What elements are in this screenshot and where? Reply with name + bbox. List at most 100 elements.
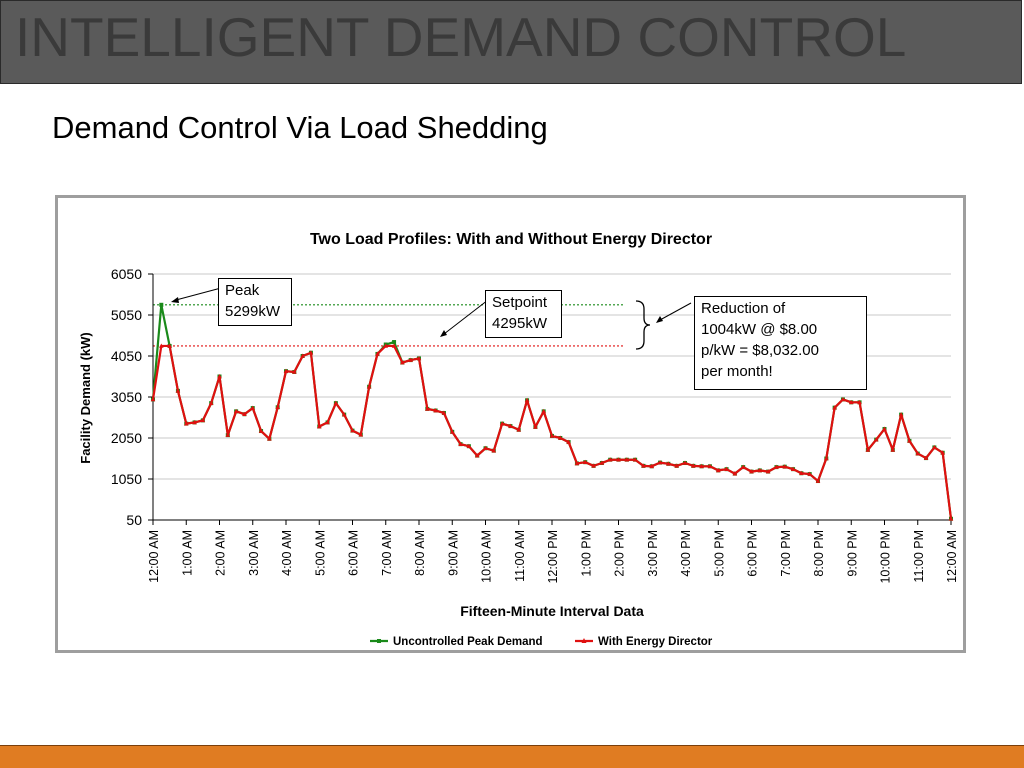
- y-tick-label: 50: [126, 512, 142, 528]
- data-point: [325, 419, 330, 425]
- data-point: [715, 467, 721, 473]
- y-axis-label: Facility Demand (kW): [78, 332, 93, 463]
- data-point: [183, 421, 189, 426]
- x-tick-label: 11:00 PM: [912, 530, 926, 583]
- data-point: [799, 470, 804, 476]
- chart-legend: Uncontrolled Peak Demand With Energy Dire…: [370, 636, 713, 648]
- data-point: [582, 459, 588, 464]
- data-point: [890, 447, 896, 452]
- data-point: [159, 302, 164, 307]
- x-tick-label: 5:00 PM: [712, 530, 726, 577]
- data-point: [366, 384, 372, 389]
- data-point: [948, 516, 954, 521]
- data-point: [350, 428, 355, 433]
- x-axis-label: Fifteen-Minute Interval Data: [460, 603, 644, 619]
- data-point: [882, 426, 887, 431]
- reduction-annotation-line: per month!: [701, 363, 773, 380]
- data-point: [392, 340, 397, 345]
- y-tick-label: 3050: [111, 389, 142, 405]
- data-point: [433, 408, 438, 413]
- data-point: [898, 412, 904, 417]
- data-point: [932, 444, 937, 450]
- data-point: [599, 460, 605, 465]
- slide-title: INTELLIGENT DEMAND CONTROL: [15, 6, 907, 68]
- data-point: [691, 463, 696, 468]
- data-point: [832, 405, 837, 410]
- data-point: [375, 351, 380, 356]
- data-point: [782, 464, 788, 469]
- x-tick-label: 5:00 AM: [313, 530, 327, 576]
- x-tick-label: 10:00 PM: [879, 530, 893, 584]
- y-tick-label: 5050: [111, 307, 142, 323]
- data-point: [824, 456, 829, 461]
- x-tick-label: 12:00 AM: [945, 530, 959, 583]
- data-point: [524, 397, 530, 403]
- data-point: [674, 463, 679, 468]
- data-point: [441, 410, 447, 415]
- peak-annotation: Peak 5299kW: [218, 278, 292, 326]
- data-point: [815, 478, 821, 483]
- data-point: [915, 451, 921, 456]
- peak-annotation-line: Peak: [225, 282, 260, 299]
- data-point: [732, 471, 738, 476]
- data-point: [333, 400, 339, 405]
- data-point: [300, 353, 305, 358]
- data-point: [233, 408, 239, 414]
- data-point: [749, 469, 754, 474]
- data-point: [458, 441, 463, 446]
- data-point: [940, 450, 945, 455]
- data-point: [217, 374, 222, 379]
- load-profile-chart: Two Load Profiles: With and Without Ener…: [78, 231, 959, 648]
- x-tick-label: 7:00 PM: [779, 530, 793, 577]
- data-point: [449, 429, 455, 434]
- reduction-annotation-line: 1004kW @ $8.00: [701, 321, 818, 338]
- data-point: [765, 469, 771, 474]
- x-tick-label: 2:00 PM: [613, 530, 627, 577]
- data-point: [250, 405, 256, 410]
- legend-marker: [581, 638, 587, 643]
- x-tick-label: 6:00 AM: [347, 530, 361, 576]
- data-point: [275, 404, 280, 410]
- data-point: [508, 423, 513, 428]
- data-point: [466, 443, 472, 448]
- y-tick-label: 2050: [111, 430, 142, 446]
- data-point: [175, 388, 181, 393]
- x-tick-label: 8:00 AM: [413, 530, 427, 576]
- x-tick-label: 12:00 AM: [147, 530, 161, 583]
- x-tick-label: 9:00 PM: [845, 530, 859, 577]
- peak-annotation-line: 5299kW: [225, 303, 281, 320]
- legend-marker: [377, 639, 381, 643]
- data-point: [666, 461, 671, 466]
- data-point: [283, 368, 289, 373]
- data-point: [258, 428, 264, 433]
- slide-subtitle: Demand Control Via Load Shedding: [52, 110, 548, 145]
- reduction-annotation-line: p/kW = $8,032.00: [701, 342, 819, 359]
- data-point: [267, 436, 272, 441]
- data-point: [848, 399, 854, 405]
- data-point: [657, 460, 663, 465]
- data-point: [200, 417, 206, 423]
- data-point: [316, 424, 322, 429]
- y-tick-label: 1050: [111, 471, 142, 487]
- footer-bar: [0, 745, 1024, 768]
- data-point: [192, 419, 197, 425]
- x-tick-label: 3:00 AM: [247, 530, 261, 576]
- data-point: [491, 448, 497, 453]
- data-point: [242, 411, 247, 417]
- data-point: [740, 464, 746, 469]
- data-point: [308, 350, 314, 355]
- data-point: [923, 455, 929, 460]
- data-point: [807, 471, 812, 476]
- data-point: [167, 343, 172, 348]
- data-point: [707, 463, 713, 469]
- x-tick-label: 8:00 PM: [812, 530, 826, 577]
- x-tick-label: 11:00 AM: [513, 530, 527, 582]
- data-point: [358, 432, 364, 437]
- reduction-annotation-line: Reduction of: [701, 300, 786, 317]
- data-point: [516, 427, 522, 432]
- x-tick-label: 10:00 AM: [480, 530, 494, 583]
- chart-frame: Two Load Profiles: With and Without Ener…: [55, 195, 966, 653]
- data-point: [425, 406, 430, 411]
- data-point: [408, 357, 413, 362]
- data-point: [208, 400, 214, 405]
